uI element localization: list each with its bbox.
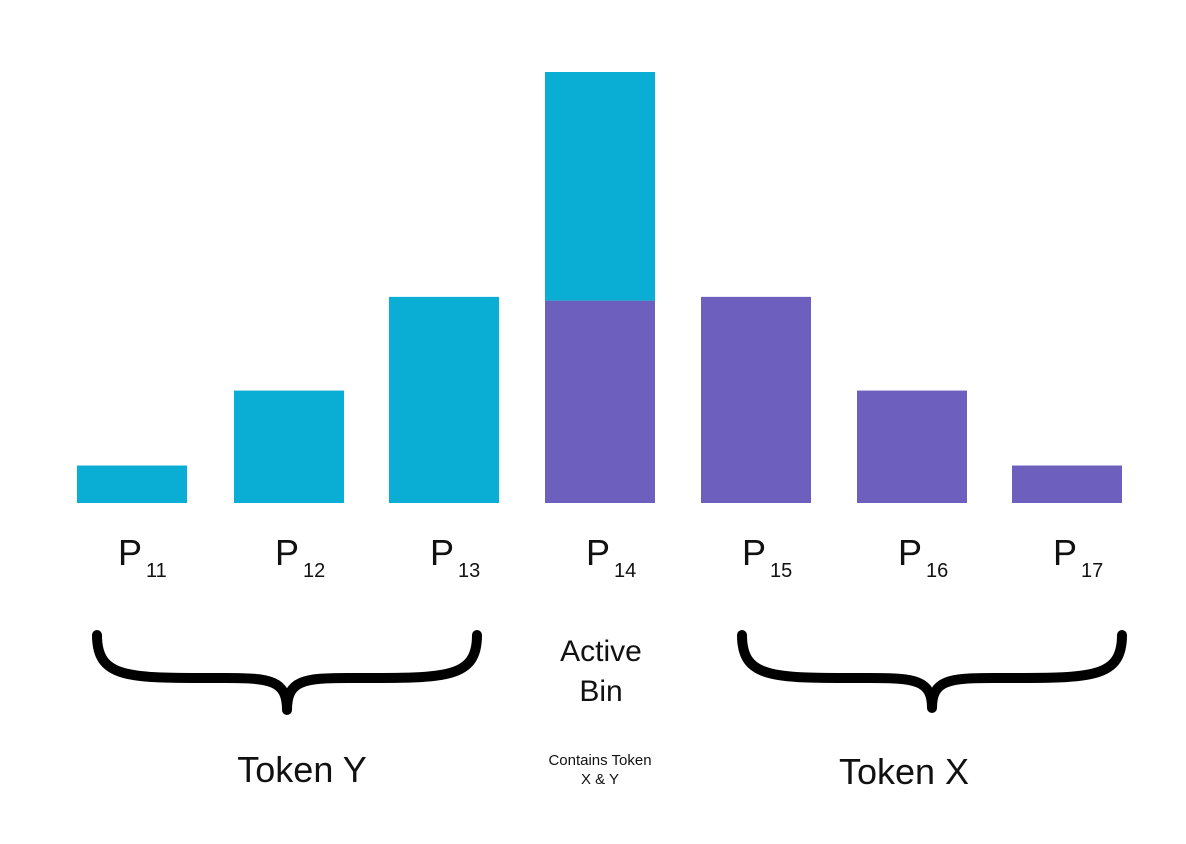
bar-p12-token-y (234, 390, 344, 503)
bar-p11-token-y (77, 465, 187, 503)
bin-label-base: P (1053, 532, 1077, 573)
token-x-label: Token X (839, 751, 969, 792)
active-bin-label-line1: Active (560, 635, 642, 668)
bar-p13-token-y (389, 296, 499, 503)
bin-label-p12: P 12 (275, 532, 325, 582)
bin-label-subscript: 11 (146, 560, 167, 582)
bin-label-base: P (275, 532, 299, 573)
bin-label-p15: P 15 (742, 532, 792, 582)
token-y-brace (92, 630, 482, 715)
bin-label-subscript: 14 (614, 560, 636, 582)
bin-label-p16: P 16 (898, 532, 948, 582)
bin-label-base: P (430, 532, 454, 573)
bin-labels: P 11 P 12 P 13 P 14 P 15 P 16 P 17 (118, 532, 1103, 582)
bin-label-subscript: 13 (458, 560, 480, 582)
bin-label-p11: P 11 (118, 532, 167, 582)
active-bin-note-line1: Contains Token (548, 752, 651, 769)
bar-p14-token-y (545, 72, 655, 301)
bin-label-subscript: 16 (926, 560, 948, 582)
bar-p16-token-x (857, 390, 967, 503)
bin-label-subscript: 12 (303, 560, 325, 582)
bin-label-base: P (898, 532, 922, 573)
token-y-label: Token Y (237, 749, 366, 790)
bin-label-subscript: 15 (770, 560, 792, 582)
bar-p14-token-x (545, 300, 655, 503)
bin-label-p17: P 17 (1053, 532, 1103, 582)
bars (77, 72, 1122, 503)
bin-label-base: P (586, 532, 610, 573)
bin-label-p13: P 13 (430, 532, 480, 582)
token-x-brace (737, 630, 1127, 713)
bin-label-base: P (118, 532, 142, 573)
bin-label-base: P (742, 532, 766, 573)
active-bin-note-line2: X & Y (581, 771, 619, 788)
bin-label-subscript: 17 (1081, 560, 1103, 582)
active-bin-label-line2: Bin (579, 675, 622, 708)
bar-p17-token-x (1012, 465, 1122, 503)
bar-p15-token-x (701, 296, 811, 503)
bin-label-p14: P 14 (586, 532, 636, 582)
